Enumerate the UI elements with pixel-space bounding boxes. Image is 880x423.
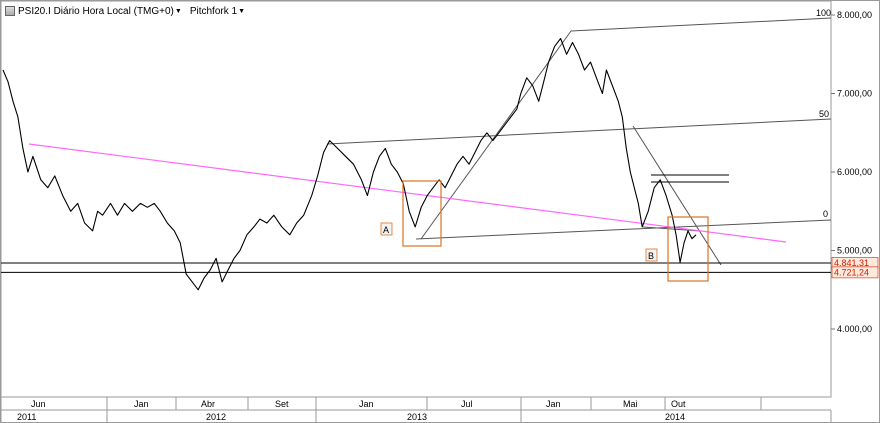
year-label: 2013	[407, 412, 427, 422]
trend-line	[28, 143, 787, 243]
chart-header: PSI20.I Diário Hora Local (TMG+0) ▼ Pitc…	[5, 4, 253, 18]
month-label: Jan	[546, 399, 561, 409]
year-label: 2011	[17, 412, 36, 422]
month-label: Set	[275, 399, 289, 409]
month-axis: Jun Jan Abr Set Jan Jul Jan Mai Out	[1, 397, 762, 410]
box-b-label: B	[648, 251, 654, 261]
month-label: Jan	[134, 399, 149, 409]
y-tick-label: 7.000,00	[837, 89, 872, 99]
month-label: Jul	[461, 399, 473, 409]
plot-area	[1, 1, 832, 398]
pitchfork-line-100	[570, 17, 832, 32]
y-axis: 8.000,00 7.000,00 6.000,00 5.000,00 4.000,00	[831, 10, 872, 334]
pitchfork-label-50: 50	[819, 109, 829, 119]
instrument-label[interactable]: PSI20.I Diário Hora Local (TMG+0)	[18, 5, 174, 17]
annotation-box-a	[402, 180, 442, 247]
month-label: Jun	[31, 399, 46, 409]
price-level-tag-low	[831, 266, 879, 279]
y-tick-label: 4.000,00	[837, 324, 872, 334]
pitchfork-handle-upper	[420, 30, 572, 240]
pitchfork-label-0: 0	[823, 209, 828, 219]
study-dropdown-icon[interactable]: ▼	[238, 7, 246, 15]
price-level-label-low: 4.721,24	[834, 267, 869, 277]
annotation-box-b	[667, 216, 709, 282]
year-label: 2014	[665, 412, 685, 422]
price-series-line	[2, 37, 697, 291]
y-tick-label: 8.000,00	[837, 10, 872, 20]
year-axis: 2011 2012 2013 2014	[1, 410, 832, 422]
year-label: 2012	[206, 412, 226, 422]
box-b-tag	[645, 248, 658, 262]
study-label[interactable]: Pitchfork 1	[189, 5, 238, 17]
pitchfork-handle-lower	[632, 125, 722, 266]
pitchfork-line-50	[326, 118, 832, 145]
pitchfork-line-0	[415, 219, 832, 240]
y-tick-label: 5.000,00	[837, 246, 872, 256]
y-tick-label: 6.000,00	[837, 167, 872, 177]
month-label: Mai	[623, 399, 638, 409]
box-a-label: A	[383, 225, 389, 235]
price-level-label-high: 4.841,31	[834, 258, 869, 268]
month-label: Abr	[201, 399, 215, 409]
instrument-dropdown-icon[interactable]: ▼	[174, 7, 182, 15]
month-label: Jan	[359, 399, 374, 409]
month-label: Out	[671, 399, 686, 409]
box-a-tag	[380, 222, 393, 236]
pitchfork-label-100: 100	[816, 8, 831, 18]
chart-menu-icon[interactable]	[5, 6, 15, 16]
